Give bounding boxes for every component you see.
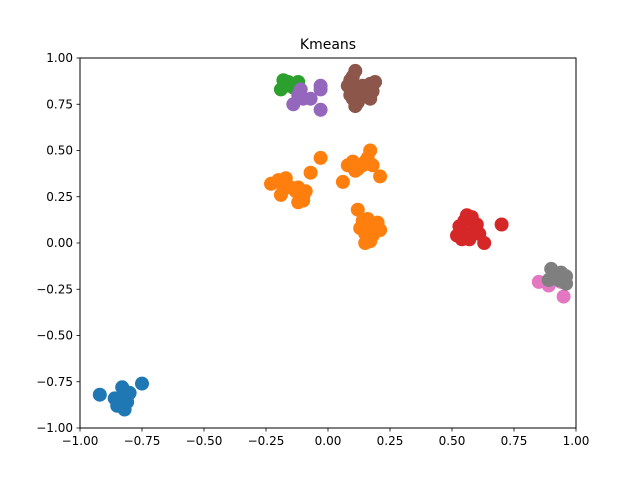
y-tick-label: 0.00 xyxy=(46,236,73,250)
scatter-point xyxy=(459,226,474,241)
y-tick-label: 1.00 xyxy=(46,51,73,65)
x-tick-label: 0.50 xyxy=(439,434,466,448)
y-tick-label: 0.50 xyxy=(46,144,73,158)
scatter-point xyxy=(556,289,571,304)
x-tick-label: −1.00 xyxy=(62,434,99,448)
y-axis: −1.00 −0.75 −0.50 −0.25 0.00 0.25 0.50 0.75 1.00 xyxy=(36,51,80,435)
x-axis: −1.00 −0.75 −0.50 −0.25 0.00 0.25 0.50 0.75 1.00 xyxy=(62,428,590,448)
scatter-point xyxy=(135,376,149,391)
scatter-point xyxy=(313,82,328,97)
scatter-point xyxy=(469,217,484,232)
y-tick-label: −0.25 xyxy=(36,282,73,296)
scatter-point xyxy=(115,380,130,395)
cluster-series-6 xyxy=(340,63,383,114)
scatter-point xyxy=(291,180,306,195)
scatter-point xyxy=(363,234,378,249)
scatter-point xyxy=(343,88,358,102)
scatter-point xyxy=(335,174,350,189)
scatter-point xyxy=(303,165,318,180)
x-tick-label: −0.25 xyxy=(248,434,285,448)
scatter-point xyxy=(303,91,318,106)
y-tick-label: −0.50 xyxy=(36,329,73,343)
cluster-series-5 xyxy=(286,78,328,117)
scatter-point xyxy=(360,212,375,226)
scatter-point xyxy=(494,217,509,232)
y-tick-label: −1.00 xyxy=(36,421,73,435)
scatter-point xyxy=(363,143,378,158)
scatter-point xyxy=(373,169,388,184)
y-tick-label: 0.75 xyxy=(46,97,73,111)
y-tick-label: −0.75 xyxy=(36,375,73,389)
scatter-point xyxy=(313,102,328,117)
cluster-series-8 xyxy=(541,261,574,291)
x-tick-label: 1.00 xyxy=(563,434,590,448)
cluster-series-4 xyxy=(450,208,509,250)
y-tick-label: 0.25 xyxy=(46,190,73,204)
scatter-point xyxy=(365,158,380,173)
cluster-series-3 xyxy=(273,73,306,97)
x-tick-label: −0.50 xyxy=(186,434,223,448)
scatter-point xyxy=(348,163,363,178)
points-layer xyxy=(92,63,574,417)
cluster-series-1 xyxy=(92,376,149,417)
scatter-point xyxy=(313,150,328,165)
scatter-point xyxy=(92,387,107,402)
x-tick-label: 0.00 xyxy=(315,434,342,448)
x-tick-label: 0.75 xyxy=(501,434,528,448)
x-tick-label: 0.25 xyxy=(377,434,404,448)
scatter-point xyxy=(373,223,388,237)
cluster-series-2 xyxy=(264,143,388,250)
scatter-point xyxy=(551,273,566,287)
scatter-point xyxy=(368,75,383,89)
scatter-point xyxy=(363,91,378,106)
scatter-point xyxy=(273,187,288,202)
x-tick-label: −0.75 xyxy=(124,434,161,448)
scatter-point xyxy=(348,63,363,78)
scatter-point xyxy=(296,193,311,208)
chart-title: Kmeans xyxy=(300,37,356,53)
scatter-point xyxy=(350,202,365,217)
scatter-point xyxy=(477,236,492,250)
